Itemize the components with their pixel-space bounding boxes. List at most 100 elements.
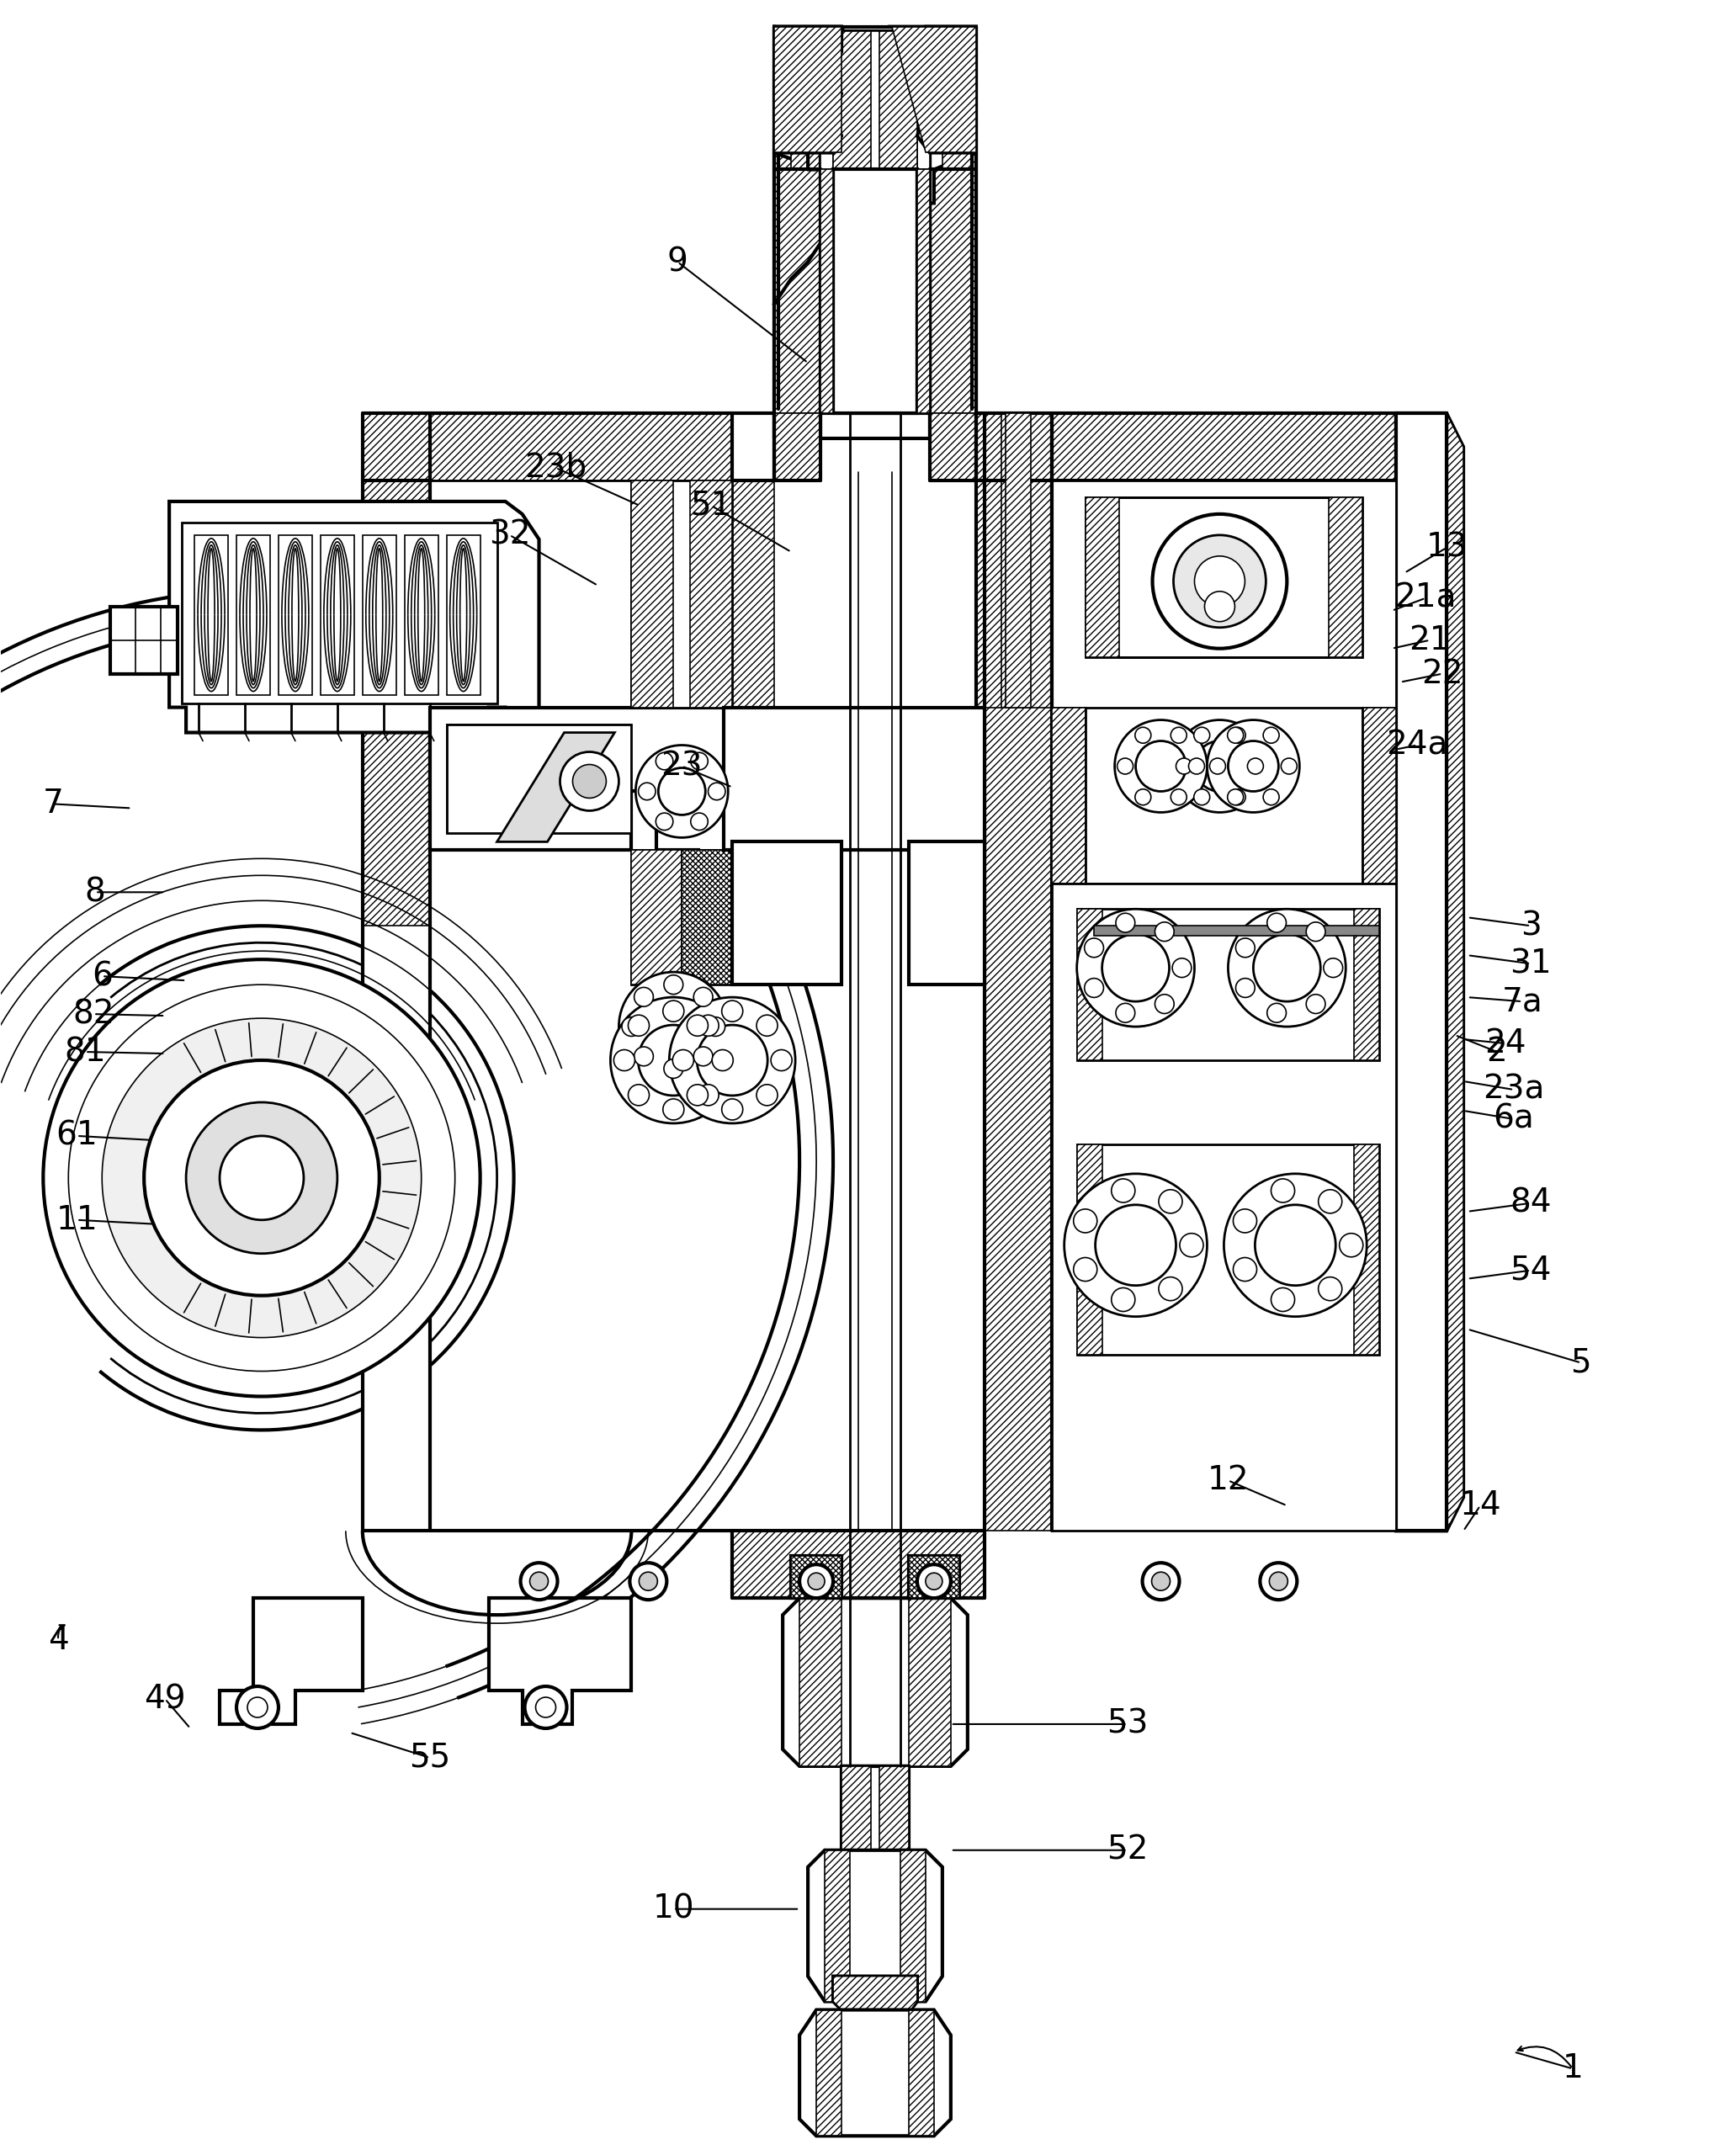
Bar xyxy=(792,1556,842,1599)
Bar xyxy=(792,1556,842,1599)
Polygon shape xyxy=(496,733,615,843)
Bar xyxy=(842,1767,908,1851)
Polygon shape xyxy=(431,707,733,927)
Text: 55: 55 xyxy=(410,1741,450,1774)
Polygon shape xyxy=(1085,498,1363,657)
Circle shape xyxy=(220,1136,304,1220)
Polygon shape xyxy=(908,1599,951,1767)
Polygon shape xyxy=(488,1599,632,1724)
Bar xyxy=(321,534,354,694)
Circle shape xyxy=(1142,1562,1179,1599)
Bar xyxy=(930,26,976,437)
Polygon shape xyxy=(1076,909,1102,1060)
Circle shape xyxy=(1207,720,1300,812)
Polygon shape xyxy=(446,724,632,834)
Polygon shape xyxy=(816,2011,842,2136)
Circle shape xyxy=(1073,1259,1097,1282)
Circle shape xyxy=(1174,720,1266,812)
Polygon shape xyxy=(182,522,496,703)
Circle shape xyxy=(1281,759,1297,774)
Text: 12: 12 xyxy=(1207,1465,1248,1496)
Polygon shape xyxy=(363,414,431,1530)
Circle shape xyxy=(618,972,727,1082)
Text: 11: 11 xyxy=(56,1205,97,1237)
Bar xyxy=(774,414,821,481)
Circle shape xyxy=(663,1058,682,1078)
Text: 53: 53 xyxy=(1106,1709,1147,1739)
Circle shape xyxy=(1085,978,1104,998)
Polygon shape xyxy=(1396,414,1446,1530)
Bar xyxy=(908,1556,960,1599)
Circle shape xyxy=(1255,1205,1335,1287)
Circle shape xyxy=(521,1562,557,1599)
Circle shape xyxy=(663,1000,684,1021)
Polygon shape xyxy=(833,1976,917,2019)
Circle shape xyxy=(663,1099,684,1121)
Circle shape xyxy=(771,1049,792,1071)
Bar xyxy=(446,534,481,694)
Circle shape xyxy=(628,1084,649,1106)
Text: 81: 81 xyxy=(64,1037,106,1069)
Text: 24: 24 xyxy=(1484,1028,1526,1060)
Bar xyxy=(842,1767,871,1851)
Circle shape xyxy=(634,987,653,1006)
Circle shape xyxy=(1118,759,1134,774)
Polygon shape xyxy=(774,26,842,153)
Bar xyxy=(833,170,917,414)
Circle shape xyxy=(1064,1174,1207,1317)
Polygon shape xyxy=(778,30,821,170)
Polygon shape xyxy=(220,1599,363,1724)
Circle shape xyxy=(1227,741,1278,791)
Circle shape xyxy=(634,1047,653,1067)
Polygon shape xyxy=(984,414,1052,1530)
Circle shape xyxy=(1111,1289,1135,1312)
Polygon shape xyxy=(632,851,682,985)
Circle shape xyxy=(1227,909,1345,1026)
Circle shape xyxy=(917,1565,951,1599)
Circle shape xyxy=(722,1000,743,1021)
Circle shape xyxy=(707,1017,726,1037)
Polygon shape xyxy=(733,1530,984,1599)
Text: 9: 9 xyxy=(667,246,687,278)
Circle shape xyxy=(1205,590,1234,621)
Circle shape xyxy=(635,746,727,838)
Text: 84: 84 xyxy=(1510,1187,1552,1220)
Circle shape xyxy=(1073,1209,1097,1233)
Polygon shape xyxy=(1076,909,1380,1060)
Polygon shape xyxy=(431,481,641,707)
Circle shape xyxy=(1271,1179,1295,1202)
Circle shape xyxy=(712,1049,733,1071)
Circle shape xyxy=(757,1015,778,1037)
Text: 23a: 23a xyxy=(1483,1073,1545,1106)
Circle shape xyxy=(1305,993,1325,1013)
Bar xyxy=(236,534,271,694)
Polygon shape xyxy=(800,2011,951,2136)
Circle shape xyxy=(1233,1209,1257,1233)
Circle shape xyxy=(1170,726,1187,743)
Circle shape xyxy=(698,1015,719,1037)
Circle shape xyxy=(1229,789,1245,806)
Bar xyxy=(880,30,917,170)
Circle shape xyxy=(1135,789,1151,806)
Polygon shape xyxy=(800,1599,842,1767)
Text: 8: 8 xyxy=(85,877,106,907)
Circle shape xyxy=(573,765,606,797)
Polygon shape xyxy=(825,1851,851,2002)
Polygon shape xyxy=(892,26,976,153)
Bar xyxy=(757,2,993,506)
Circle shape xyxy=(186,1103,337,1254)
Circle shape xyxy=(1095,1205,1175,1287)
Circle shape xyxy=(1318,1278,1342,1302)
Circle shape xyxy=(639,782,656,800)
Circle shape xyxy=(524,1687,566,1728)
Polygon shape xyxy=(724,707,984,851)
Polygon shape xyxy=(1052,707,1396,884)
Circle shape xyxy=(1153,515,1286,649)
Circle shape xyxy=(1174,534,1266,627)
Circle shape xyxy=(722,1099,743,1121)
Circle shape xyxy=(1267,914,1286,933)
Bar xyxy=(194,534,227,694)
Polygon shape xyxy=(431,707,733,927)
Circle shape xyxy=(691,812,708,830)
Circle shape xyxy=(694,987,713,1006)
